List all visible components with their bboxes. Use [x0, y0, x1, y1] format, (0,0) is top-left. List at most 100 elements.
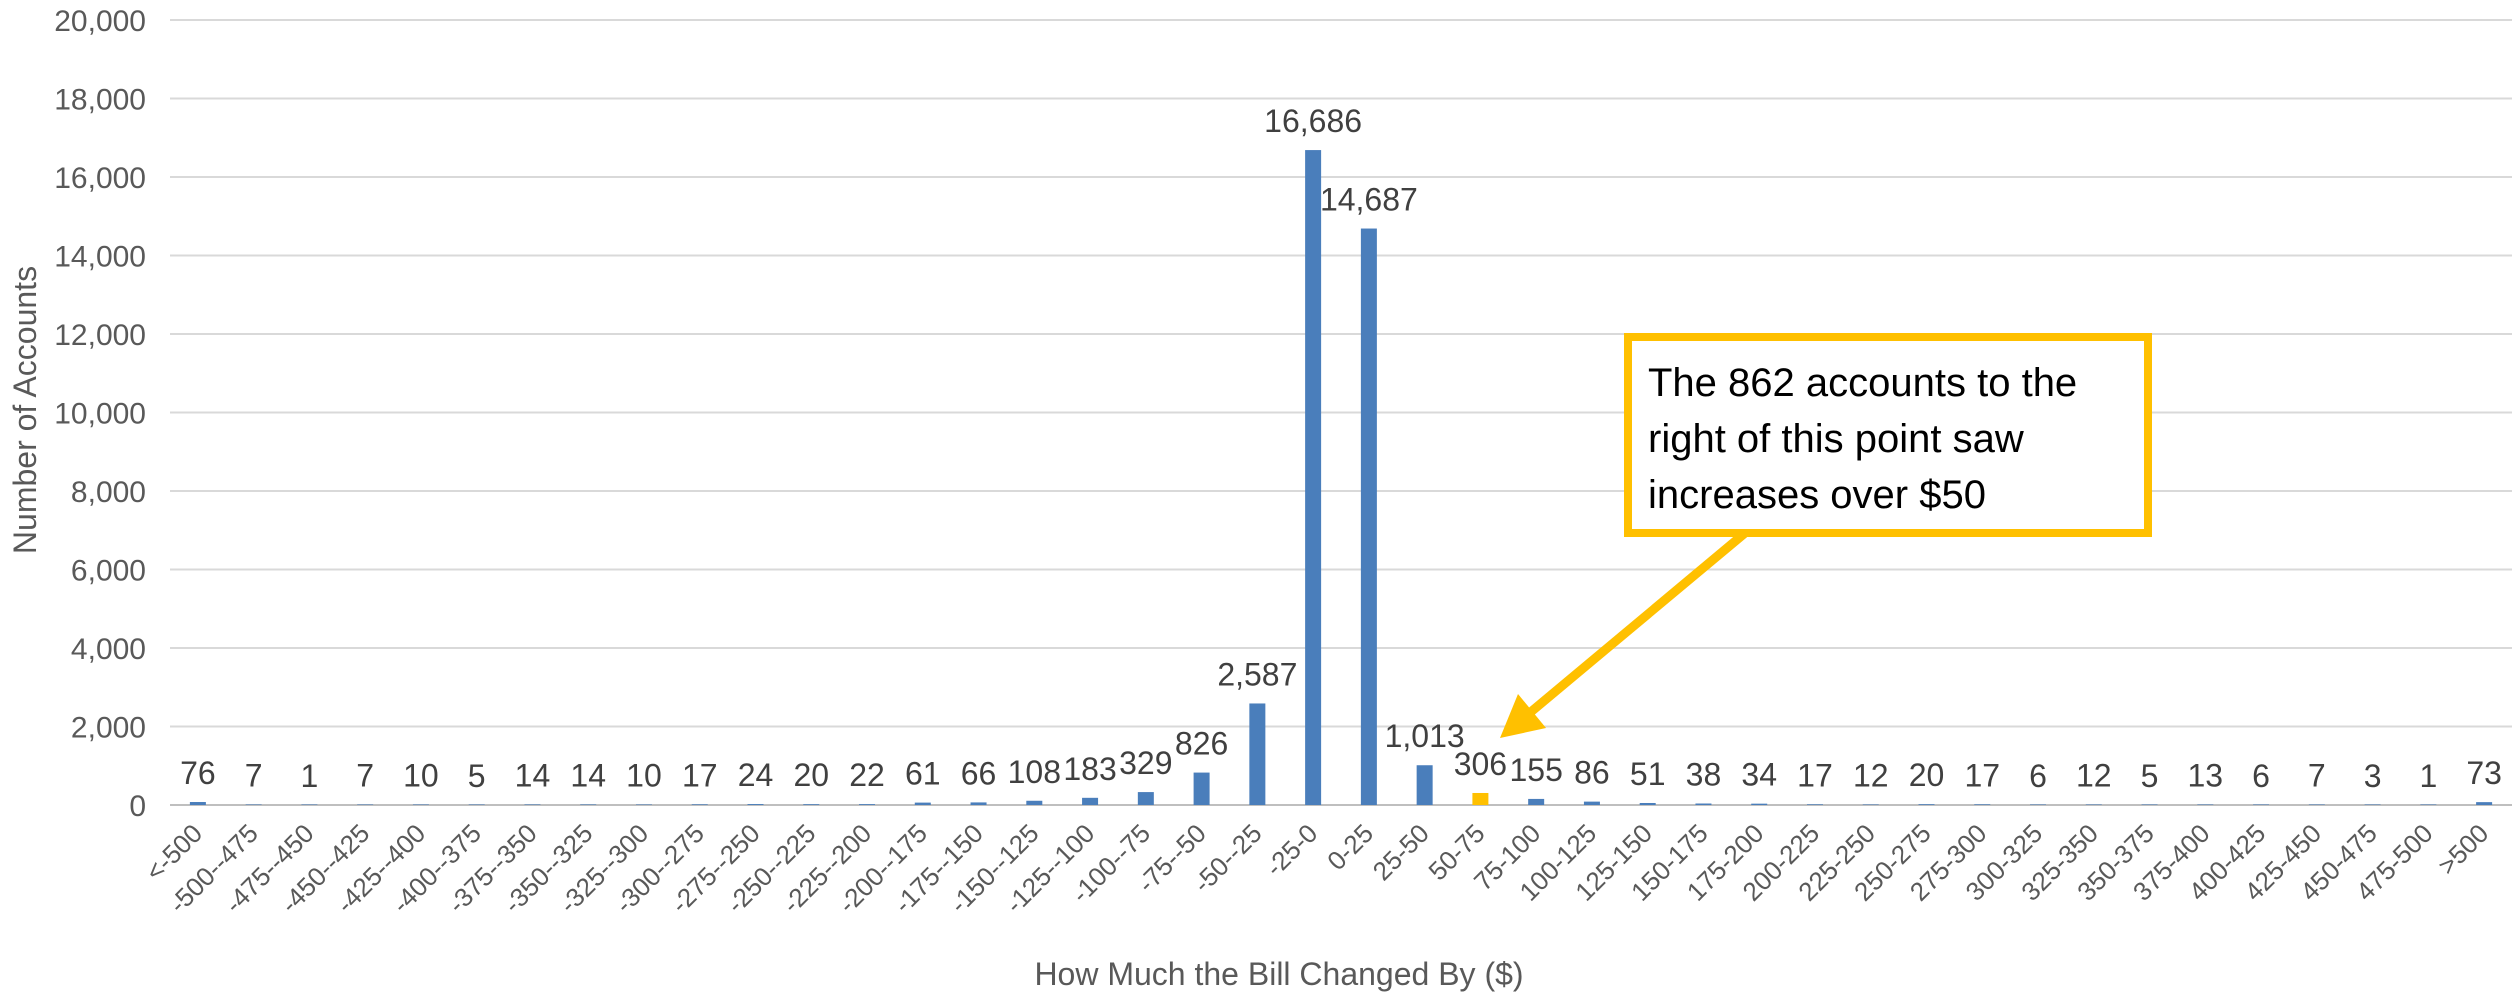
bar — [1583, 801, 1600, 805]
data-label: 24 — [738, 757, 774, 793]
bar — [1695, 803, 1712, 805]
data-label: 306 — [1454, 746, 1507, 782]
data-label: 17 — [1964, 757, 2000, 793]
callout-box — [1624, 333, 2152, 537]
bar-highlighted — [1472, 792, 1489, 805]
bar — [2308, 804, 2325, 805]
bar — [635, 804, 652, 805]
bar — [1193, 772, 1210, 805]
bar — [2197, 804, 2214, 805]
gridlines — [170, 19, 2512, 806]
data-label: 155 — [1509, 752, 1562, 788]
bar — [747, 804, 764, 805]
data-label: 5 — [468, 758, 486, 794]
data-label: 3 — [2364, 758, 2382, 794]
bar — [2420, 804, 2437, 805]
bar — [1639, 802, 1656, 805]
data-label: 14,687 — [1320, 182, 1418, 218]
bar — [1918, 804, 1935, 805]
bar — [859, 804, 876, 805]
data-label: 10 — [626, 758, 662, 794]
data-label: 1 — [301, 758, 319, 794]
x-axis-title: How Much the Bill Changed By ($) — [1034, 956, 1523, 992]
y-tick-label: 12,000 — [54, 319, 146, 352]
data-labels: 76 7 1 7 10 5 14 14 10 17 24 20 22 61 66 108 183 3298262,… — [180, 103, 2502, 794]
bar — [301, 804, 318, 805]
y-axis-ticks: 0 2,000 4,000 6,000 8,000 10,000 12,000 14,000 1… — [54, 5, 146, 823]
bar — [1974, 804, 1991, 805]
data-label: 38 — [1686, 757, 1722, 793]
bars — [189, 150, 2493, 806]
x-tick-label: -25-0 — [1259, 818, 1323, 882]
y-tick-label: 8,000 — [71, 476, 146, 509]
data-label: 16,686 — [1264, 103, 1362, 139]
bar — [970, 802, 987, 805]
callout-arrow-shaft — [1523, 529, 1748, 720]
data-label: 7 — [356, 758, 374, 794]
data-label: 6 — [2029, 758, 2047, 794]
bar — [524, 804, 541, 805]
bar — [357, 804, 374, 805]
data-label: 826 — [1175, 726, 1228, 762]
bar — [2364, 804, 2381, 805]
data-label: 1,013 — [1385, 718, 1465, 754]
callout-text-line: right of this point saw — [1648, 417, 2024, 461]
data-label: 51 — [1630, 756, 1666, 792]
data-label: 17 — [1797, 757, 1833, 793]
y-tick-label: 14,000 — [54, 241, 146, 274]
bar — [1360, 228, 1377, 805]
data-label: 14 — [515, 757, 551, 793]
x-tick-label: 25-50 — [1367, 818, 1435, 886]
data-label: 20 — [793, 757, 829, 793]
bar — [1862, 804, 1879, 805]
data-label: 6 — [2252, 758, 2270, 794]
callout-arrow-head — [1500, 694, 1546, 738]
y-axis-title: Number of Accounts — [7, 266, 43, 554]
bar — [2085, 804, 2102, 805]
bar — [2141, 804, 2158, 805]
bar — [1305, 150, 1322, 806]
data-label: 12 — [1853, 758, 1889, 794]
data-label: 7 — [2308, 758, 2326, 794]
data-label: 5 — [2141, 758, 2159, 794]
data-label: 2,587 — [1217, 656, 1297, 692]
bar — [914, 802, 931, 805]
data-label: 20 — [1909, 757, 1945, 793]
y-tick-label: 16,000 — [54, 162, 146, 195]
data-label: 14 — [570, 757, 606, 793]
bar — [2253, 804, 2270, 805]
bar — [1751, 803, 1768, 805]
data-label: 34 — [1741, 757, 1777, 793]
data-label: 12 — [2076, 758, 2112, 794]
data-label: 76 — [180, 755, 216, 791]
x-axis-ticks: <-500-500--475-475--450-450--425-425--40… — [139, 818, 2494, 919]
callout-text-line: The 862 accounts to the — [1648, 361, 2077, 405]
data-label: 86 — [1574, 755, 1610, 791]
bar — [412, 804, 429, 805]
bar — [1249, 703, 1266, 805]
bar — [803, 804, 820, 805]
data-label: 183 — [1063, 751, 1116, 787]
callout-text-line: increases over $50 — [1648, 473, 1986, 517]
bar — [2476, 802, 2493, 805]
data-label: 7 — [245, 758, 263, 794]
data-label: 329 — [1119, 745, 1172, 781]
data-label: 1 — [2419, 758, 2437, 794]
bar — [1806, 804, 1823, 805]
data-label: 66 — [961, 755, 997, 791]
x-tick-label: >500 — [2432, 818, 2495, 881]
bar — [1082, 797, 1099, 805]
bar — [245, 804, 262, 805]
bar — [1416, 765, 1433, 805]
bar — [580, 804, 597, 805]
data-label: 108 — [1008, 754, 1061, 790]
y-tick-label: 20,000 — [54, 5, 146, 38]
y-tick-label: 18,000 — [54, 84, 146, 117]
data-label: 10 — [403, 758, 439, 794]
data-label: 22 — [849, 757, 885, 793]
bar — [1528, 798, 1545, 805]
y-tick-label: 6,000 — [71, 555, 146, 588]
y-tick-label: 10,000 — [54, 398, 146, 431]
data-label: 73 — [2466, 755, 2502, 791]
